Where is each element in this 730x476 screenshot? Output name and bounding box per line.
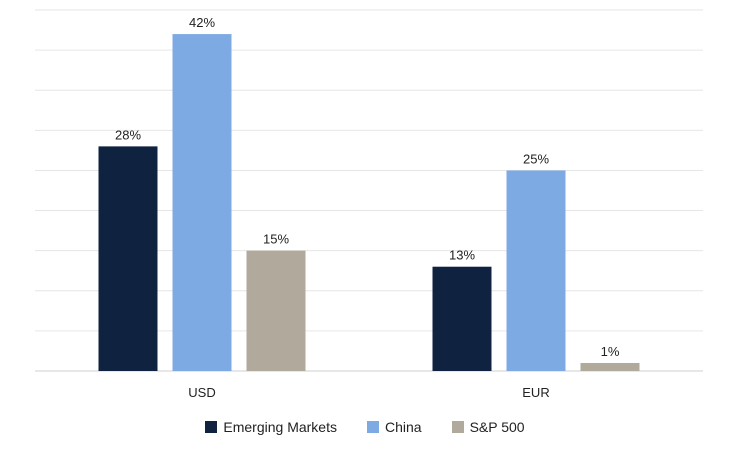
bar bbox=[506, 170, 566, 371]
legend-item-sp500: S&P 500 bbox=[451, 419, 525, 435]
legend-label-china: China bbox=[384, 419, 422, 435]
bar bbox=[246, 250, 306, 371]
data-label: 15% bbox=[263, 232, 289, 247]
legend: Emerging Markets China S&P 500 bbox=[0, 419, 730, 435]
legend-swatch-china bbox=[366, 421, 379, 433]
legend-swatch-sp500 bbox=[451, 421, 464, 433]
x-tick-label: USD bbox=[188, 385, 215, 400]
legend-item-china: China bbox=[366, 419, 422, 435]
data-label: 1% bbox=[601, 344, 620, 359]
data-label: 28% bbox=[115, 127, 141, 142]
legend-label-emerging-markets: Emerging Markets bbox=[223, 419, 337, 435]
data-label: 25% bbox=[523, 151, 549, 166]
bar bbox=[172, 34, 232, 372]
legend-label-sp500: S&P 500 bbox=[469, 419, 525, 435]
legend-swatch-emerging-markets bbox=[205, 421, 218, 433]
x-tick-label: EUR bbox=[522, 385, 549, 400]
bar bbox=[580, 362, 640, 371]
bar bbox=[432, 266, 492, 371]
bar-chart: 28% 42% 15% USD 13% 25% 1% EUR bbox=[35, 9, 703, 400]
bar bbox=[98, 146, 158, 371]
legend-item-emerging-markets: Emerging Markets bbox=[205, 419, 337, 435]
data-label: 13% bbox=[449, 248, 475, 263]
data-label: 42% bbox=[189, 15, 215, 30]
